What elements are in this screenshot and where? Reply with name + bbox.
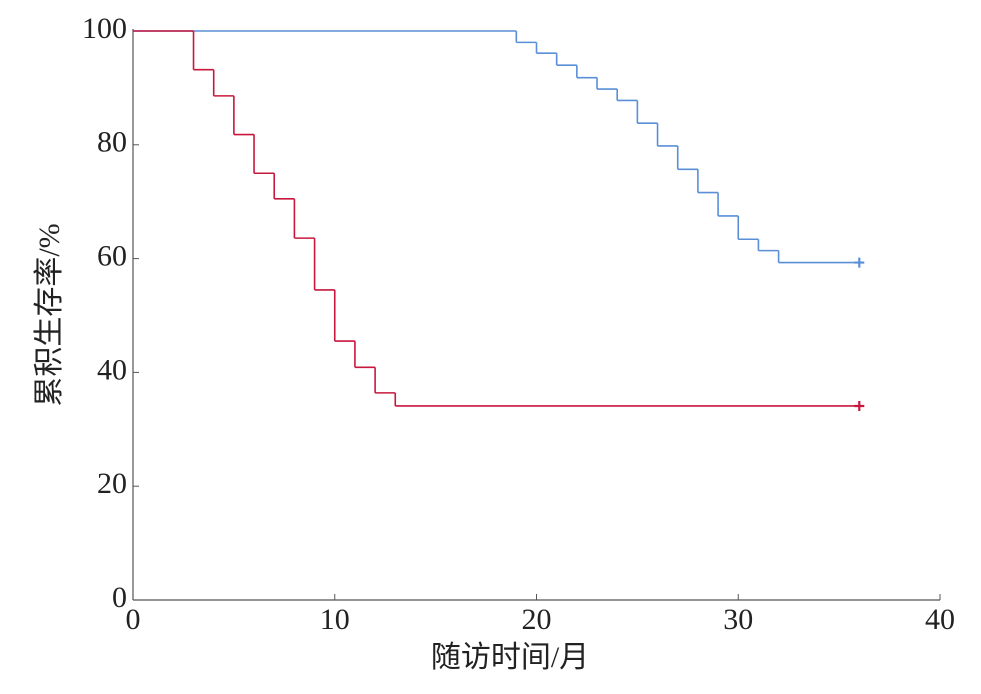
censor-mark bbox=[854, 257, 865, 268]
x-tick-label: 20 bbox=[522, 603, 552, 636]
y-tick-label: 0 bbox=[112, 581, 127, 614]
y-tick-label: 60 bbox=[97, 239, 127, 272]
x-tick-label: 10 bbox=[320, 603, 350, 636]
x-axis-label: 随访时间/月 bbox=[431, 641, 589, 674]
y-tick-label: 100 bbox=[82, 12, 127, 45]
x-tick-label: 40 bbox=[925, 603, 955, 636]
x-tick-label: 0 bbox=[126, 603, 141, 636]
y-tick-label: 20 bbox=[97, 467, 127, 500]
y-axis-label: 累积生存率/% bbox=[33, 223, 66, 406]
y-tick-label: 80 bbox=[97, 126, 127, 159]
y-tick-label: 40 bbox=[97, 353, 127, 386]
x-tick-label: 30 bbox=[723, 603, 753, 636]
censor-mark bbox=[854, 400, 865, 411]
